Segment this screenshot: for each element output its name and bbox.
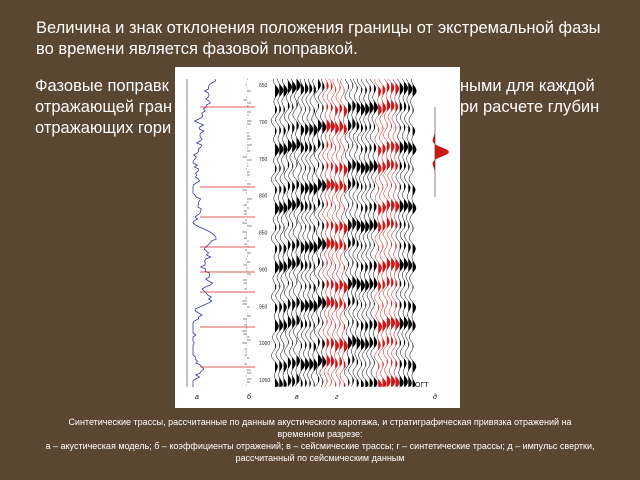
caption-legend: а – акустическая модель; б – коэффициент… <box>45 441 595 463</box>
panel-label: д <box>433 393 437 401</box>
trace-fill <box>386 79 391 387</box>
wavelet <box>432 112 449 192</box>
time-label: 700 <box>259 120 268 126</box>
trace <box>344 78 353 387</box>
time-label: 800 <box>259 194 268 200</box>
line: Фазовые поправк ными для каждой <box>35 76 610 97</box>
trace <box>387 78 396 387</box>
trace-fill <box>399 79 404 387</box>
trace-fill <box>339 79 343 387</box>
trace-fill <box>283 79 288 387</box>
trace-fill <box>279 79 284 387</box>
line: отражающей гран ри расчете глубин <box>35 97 610 118</box>
time-label: 1000 <box>259 341 270 347</box>
text: ри расчете глубин <box>460 98 600 116</box>
trace <box>322 78 331 387</box>
trace <box>309 78 318 387</box>
trace-fill <box>382 79 387 387</box>
trace <box>404 78 413 387</box>
figure-content: 650 700 750 800 850 900 950 1000 1050 а б в г д <box>186 78 449 401</box>
trace-fill <box>330 79 335 387</box>
trace <box>378 78 387 387</box>
trace-fill <box>404 79 408 387</box>
text: ными для каждой <box>460 77 595 95</box>
trace-fill <box>365 79 370 387</box>
trace <box>391 78 400 387</box>
trace-fill <box>412 79 417 387</box>
trace-fill <box>395 79 400 387</box>
trace <box>395 78 404 387</box>
trace-fill <box>309 79 314 387</box>
trace <box>335 78 344 387</box>
time-label: 1050 <box>259 378 270 384</box>
trace-fill <box>356 79 361 387</box>
trace-fill <box>305 79 309 387</box>
trace <box>313 78 323 387</box>
trace <box>283 78 292 387</box>
trace-fill <box>343 79 348 387</box>
trace-fill <box>292 79 296 387</box>
cdp-label: ОГТ <box>415 382 429 389</box>
panel-label: б <box>247 393 252 401</box>
figure-background <box>175 67 460 408</box>
trace-fill <box>275 79 279 387</box>
caption: Синтетические трассы, рассчитанные по да… <box>45 416 595 464</box>
figure: 650 700 750 800 850 900 950 1000 1050 а б в г д ОГТ <box>175 67 460 408</box>
caption-title: Синтетические трассы, рассчитанные по да… <box>68 417 572 439</box>
trace <box>348 78 357 387</box>
trace <box>331 78 339 387</box>
time-label: 850 <box>259 231 268 237</box>
trace <box>318 78 327 387</box>
trace <box>352 78 361 387</box>
time-label: 950 <box>259 304 268 310</box>
trace <box>305 78 314 387</box>
trace-fill <box>300 79 305 387</box>
trace-fill <box>361 79 365 387</box>
line: отражающих гори <box>35 118 610 139</box>
trace <box>365 78 374 387</box>
heading: Величина и знак отклонения положения гра… <box>36 19 601 58</box>
trace-fill <box>318 79 322 387</box>
trace-fill <box>313 79 318 387</box>
trace <box>408 78 417 387</box>
trace <box>339 78 348 387</box>
trace-fill <box>352 79 357 387</box>
trace <box>326 78 335 387</box>
text: отражающих гори <box>35 119 172 137</box>
trace <box>296 79 305 387</box>
trace <box>382 78 391 387</box>
trace <box>292 78 301 387</box>
time-label: 900 <box>259 267 268 273</box>
paragraph: Фазовые поправк ными для каждой отражающе… <box>35 76 610 139</box>
trace <box>369 78 378 387</box>
text: Фазовые поправк <box>35 77 169 95</box>
trace-fill <box>391 79 395 387</box>
trace-fill <box>373 79 378 387</box>
trace-fill <box>369 79 374 387</box>
trace-fill <box>378 79 382 387</box>
trace <box>361 79 370 387</box>
trace <box>356 79 366 387</box>
trace <box>374 78 383 387</box>
time-label: 650 <box>259 83 268 89</box>
text: отражающей гран <box>35 98 173 116</box>
trace <box>270 78 280 387</box>
panel-label: г <box>335 394 339 401</box>
trace-fill <box>348 79 352 387</box>
time-label: 750 <box>259 157 268 163</box>
trace <box>279 78 288 387</box>
trace <box>275 79 284 387</box>
trace-fill <box>296 79 301 387</box>
trace <box>288 78 297 387</box>
panel-label: а <box>195 394 199 401</box>
panel-label: в <box>295 394 299 401</box>
trace <box>301 78 310 387</box>
acoustic-log <box>192 78 217 387</box>
trace <box>399 78 409 387</box>
